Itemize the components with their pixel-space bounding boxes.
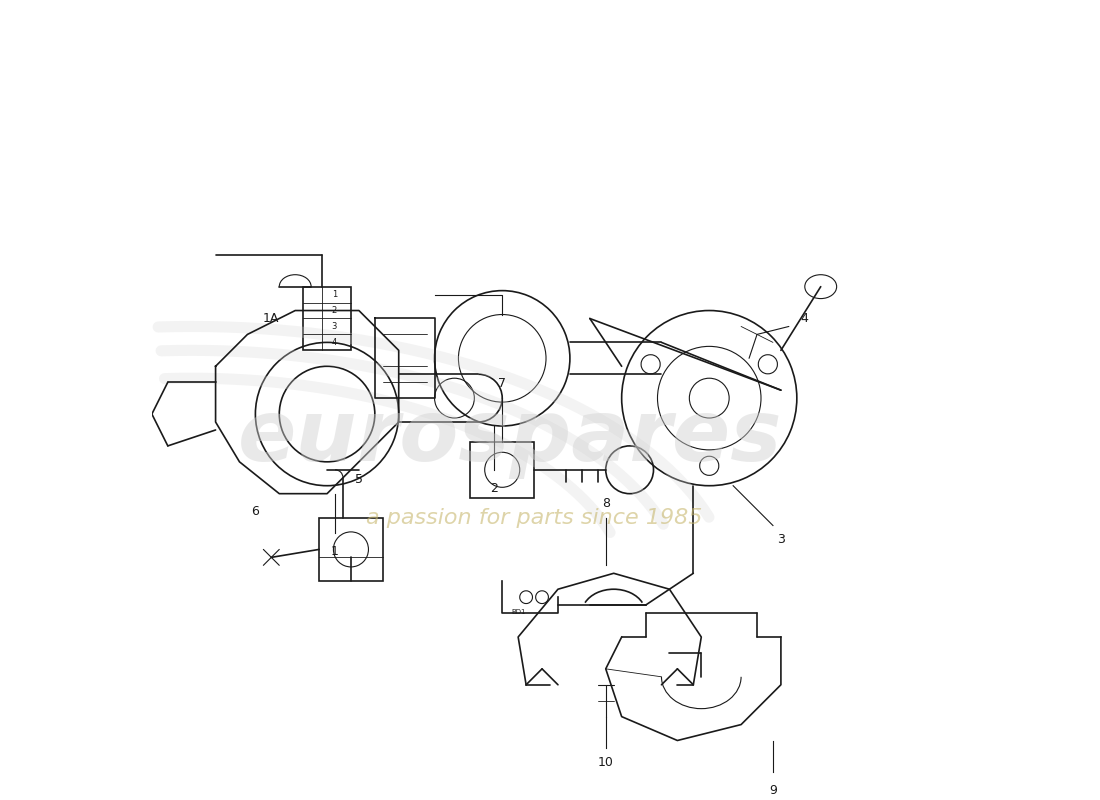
Text: 6: 6 [252,505,260,518]
Text: 2: 2 [331,306,337,315]
Text: 2: 2 [491,482,498,494]
Text: 3: 3 [777,534,784,546]
Text: 1: 1 [331,290,337,299]
Text: 4: 4 [801,312,808,325]
Text: 8: 8 [602,497,609,510]
Text: 1: 1 [331,546,339,558]
Text: a passion for parts since 1985: a passion for parts since 1985 [366,507,702,527]
Text: 9: 9 [769,784,777,798]
Text: 10: 10 [597,757,614,770]
Text: 1A: 1A [263,312,279,325]
Text: eurospares: eurospares [238,397,782,479]
Text: BD1: BD1 [510,609,526,615]
Text: 3: 3 [331,322,337,331]
Text: 5: 5 [355,473,363,486]
Text: 4: 4 [331,338,337,347]
Text: 7: 7 [498,377,506,390]
